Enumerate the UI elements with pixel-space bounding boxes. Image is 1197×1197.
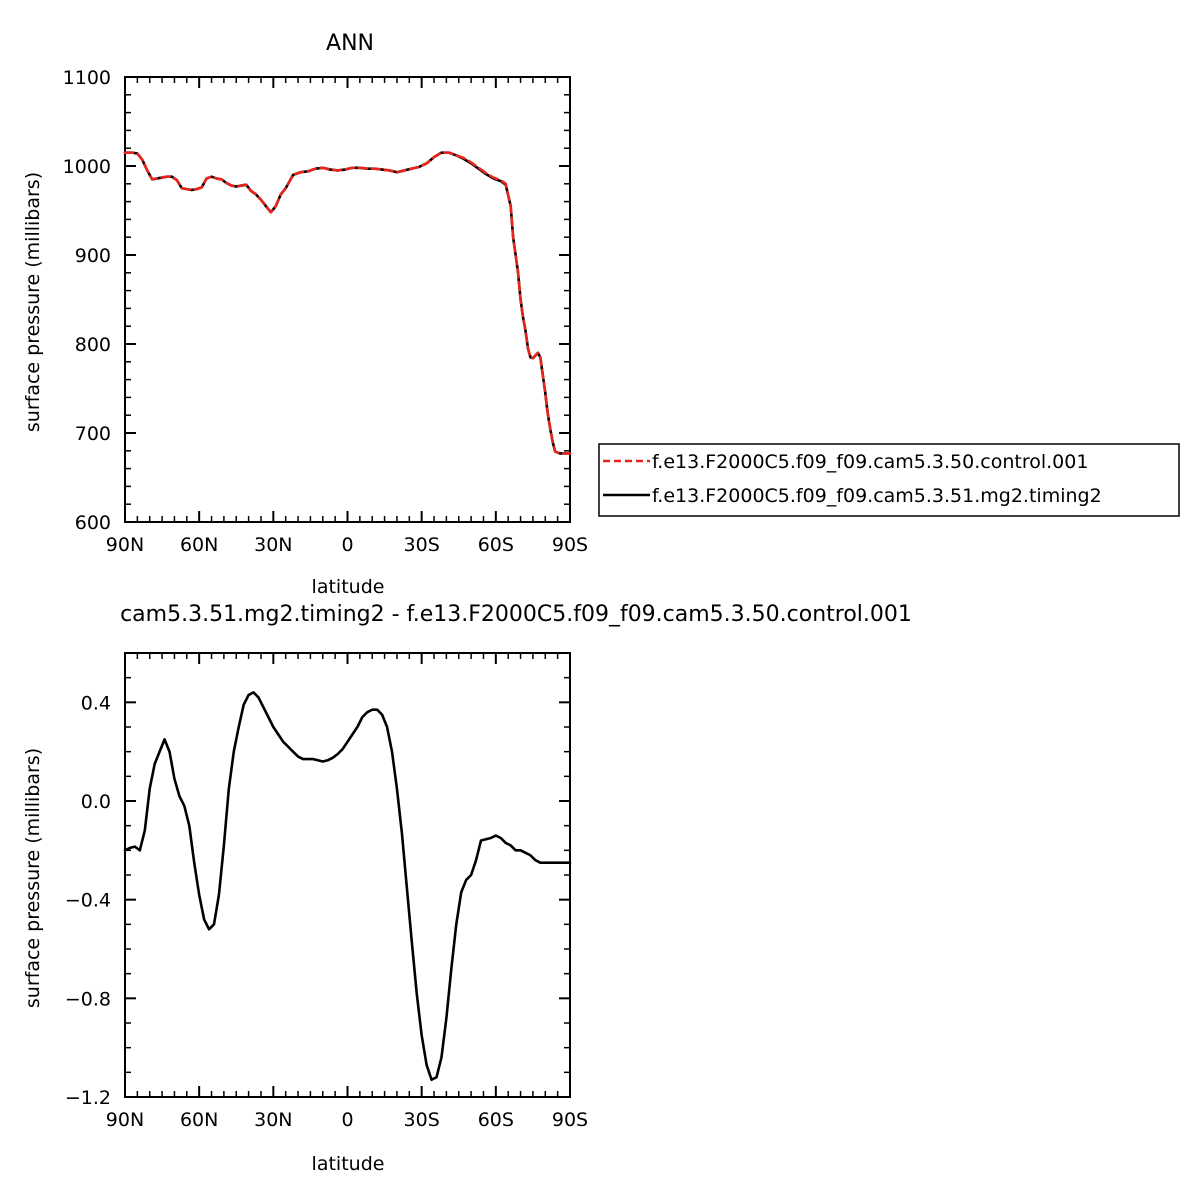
bottom-y-tick-label: −0.8 [65, 988, 111, 1010]
top-y-tick-label: 800 [75, 334, 111, 356]
legend: f.e13.F2000C5.f09_f09.cam5.3.50.control.… [598, 443, 1180, 517]
bottom-x-tick-label: 30S [404, 1109, 440, 1131]
bottom-x-tick-label: 30N [254, 1109, 292, 1131]
top-series-line-1 [123, 151, 572, 455]
top-plot-frame [124, 76, 571, 523]
bottom-chart-title: cam5.3.51.mg2.timing2 - f.e13.F2000C5.f0… [120, 602, 912, 627]
top-x-tick-label: 90S [552, 534, 588, 556]
top-chart-title: ANN [326, 31, 374, 56]
top-x-axis-label: latitude [312, 576, 385, 598]
bottom-x-tick-label: 0 [341, 1109, 353, 1131]
top-y-tick-label: 700 [75, 423, 111, 445]
top-plot-area: 90N 60N 30N 0 30S 60S 90S 600 700 800 900 1000 1100 [63, 67, 588, 556]
top-x-tick-label: 30S [404, 534, 440, 556]
top-x-tick-label: 0 [341, 534, 353, 556]
bottom-x-tick-label: 90S [552, 1109, 588, 1131]
bottom-plot-area: 90N 60N 30N 0 30S 60S 90S −1.2 −0.8 −0.4 0.0 0.4 [65, 652, 588, 1131]
bottom-y-tick-label: −1.2 [65, 1087, 111, 1109]
legend-box [598, 443, 1180, 517]
bottom-y-tick-label: 0.4 [81, 692, 111, 714]
bottom-series-line-0 [123, 691, 572, 1082]
bottom-y-tick-label: −0.4 [65, 890, 111, 912]
legend-label-control: f.e13.F2000C5.f09_f09.cam5.3.50.control.… [652, 451, 1088, 473]
bottom-y-tick-label: 0.0 [81, 791, 111, 813]
top-y-tick-label: 1100 [63, 67, 111, 89]
top-y-tick-label: 900 [75, 245, 111, 267]
bottom-x-tick-label: 60S [478, 1109, 514, 1131]
top-x-tick-label: 30N [254, 534, 292, 556]
bottom-x-tick-label: 60N [180, 1109, 218, 1131]
top-series-line-0 [123, 151, 572, 455]
bottom-x-tick-label: 90N [106, 1109, 144, 1131]
bottom-plot-frame [124, 652, 571, 1098]
top-y-tick-label: 1000 [63, 156, 111, 178]
top-x-tick-label: 90N [106, 534, 144, 556]
bottom-x-axis-label: latitude [312, 1153, 385, 1175]
top-panel: ANN 90N 60N 30N 0 30S 60S 90S 600 700 800 900 1000 1… [22, 31, 588, 598]
top-y-tick-label: 600 [75, 512, 111, 534]
bottom-panel: cam5.3.51.mg2.timing2 - f.e13.F2000C5.f0… [22, 602, 912, 1175]
legend-label-test: f.e13.F2000C5.f09_f09.cam5.3.51.mg2.timi… [652, 485, 1102, 507]
top-x-tick-label: 60S [478, 534, 514, 556]
top-x-tick-label: 60N [180, 534, 218, 556]
top-y-axis-label: surface pressure (millibars) [22, 172, 44, 432]
bottom-y-axis-label: surface pressure (millibars) [22, 748, 44, 1008]
